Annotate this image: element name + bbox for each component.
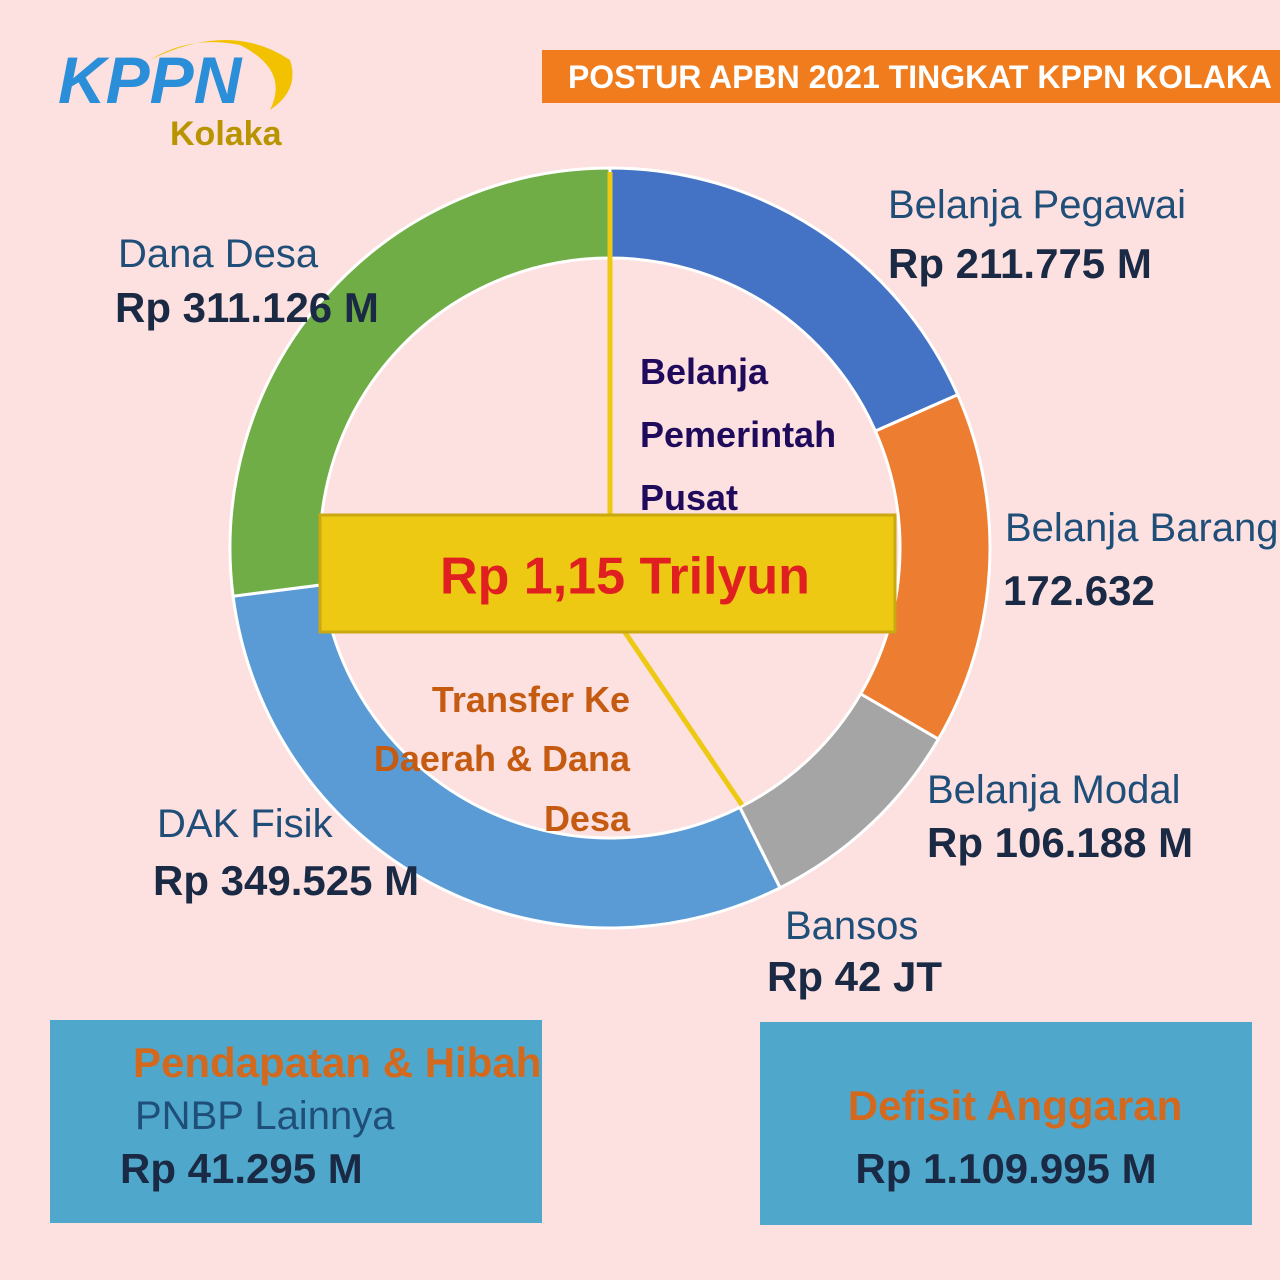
- box-value: Rp 41.295 M: [120, 1145, 363, 1192]
- donut-segment: [231, 583, 783, 930]
- chart-title: POSTUR APBN 2021 TINGKAT KPPN KOLAKA: [568, 59, 1272, 95]
- center-band: [318, 513, 897, 634]
- value-label: Rp 211.775 M: [888, 240, 1152, 287]
- category-label: Dana Desa: [118, 232, 319, 276]
- logo-name: KPPN: [58, 43, 243, 117]
- box-label: PNBP Lainnya: [135, 1094, 395, 1138]
- value-label: Rp 42 JT: [767, 953, 943, 1000]
- box: [760, 1022, 1252, 1225]
- center-label: Rp 1,15 Trilyun: [440, 548, 810, 606]
- value-label: Rp 311.126 M: [115, 284, 379, 331]
- category-label: Belanja Barang: [1005, 506, 1279, 550]
- box-heading: Pendapatan & Hibah: [133, 1039, 542, 1086]
- category-label: Belanja Modal: [927, 768, 1181, 812]
- group-label: Belanja Pemerintah Pusat: [640, 351, 837, 518]
- logo-office: Kolaka: [170, 115, 283, 153]
- box-value: Rp 1.109.995 M: [855, 1145, 1157, 1192]
- box: [50, 1020, 542, 1223]
- value-label: Rp 106.188 M: [927, 819, 1194, 866]
- group-label: Transfer Ke Daerah & Dana Desa: [373, 679, 630, 839]
- title-bar: [542, 50, 1280, 103]
- category-label: Belanja Pegawai: [888, 183, 1186, 227]
- connector: [617, 623, 745, 807]
- donut-segment: [737, 691, 941, 890]
- category-label: DAK Fisik: [157, 802, 333, 846]
- value-label: Rp 349.525 M: [153, 857, 420, 904]
- value-label: 172.632: [1003, 567, 1155, 614]
- box-heading: Defisit Anggaran: [847, 1082, 1183, 1129]
- donut-segment: [228, 166, 612, 598]
- category-label: Bansos: [785, 904, 919, 948]
- logo-swoosh: [150, 40, 293, 110]
